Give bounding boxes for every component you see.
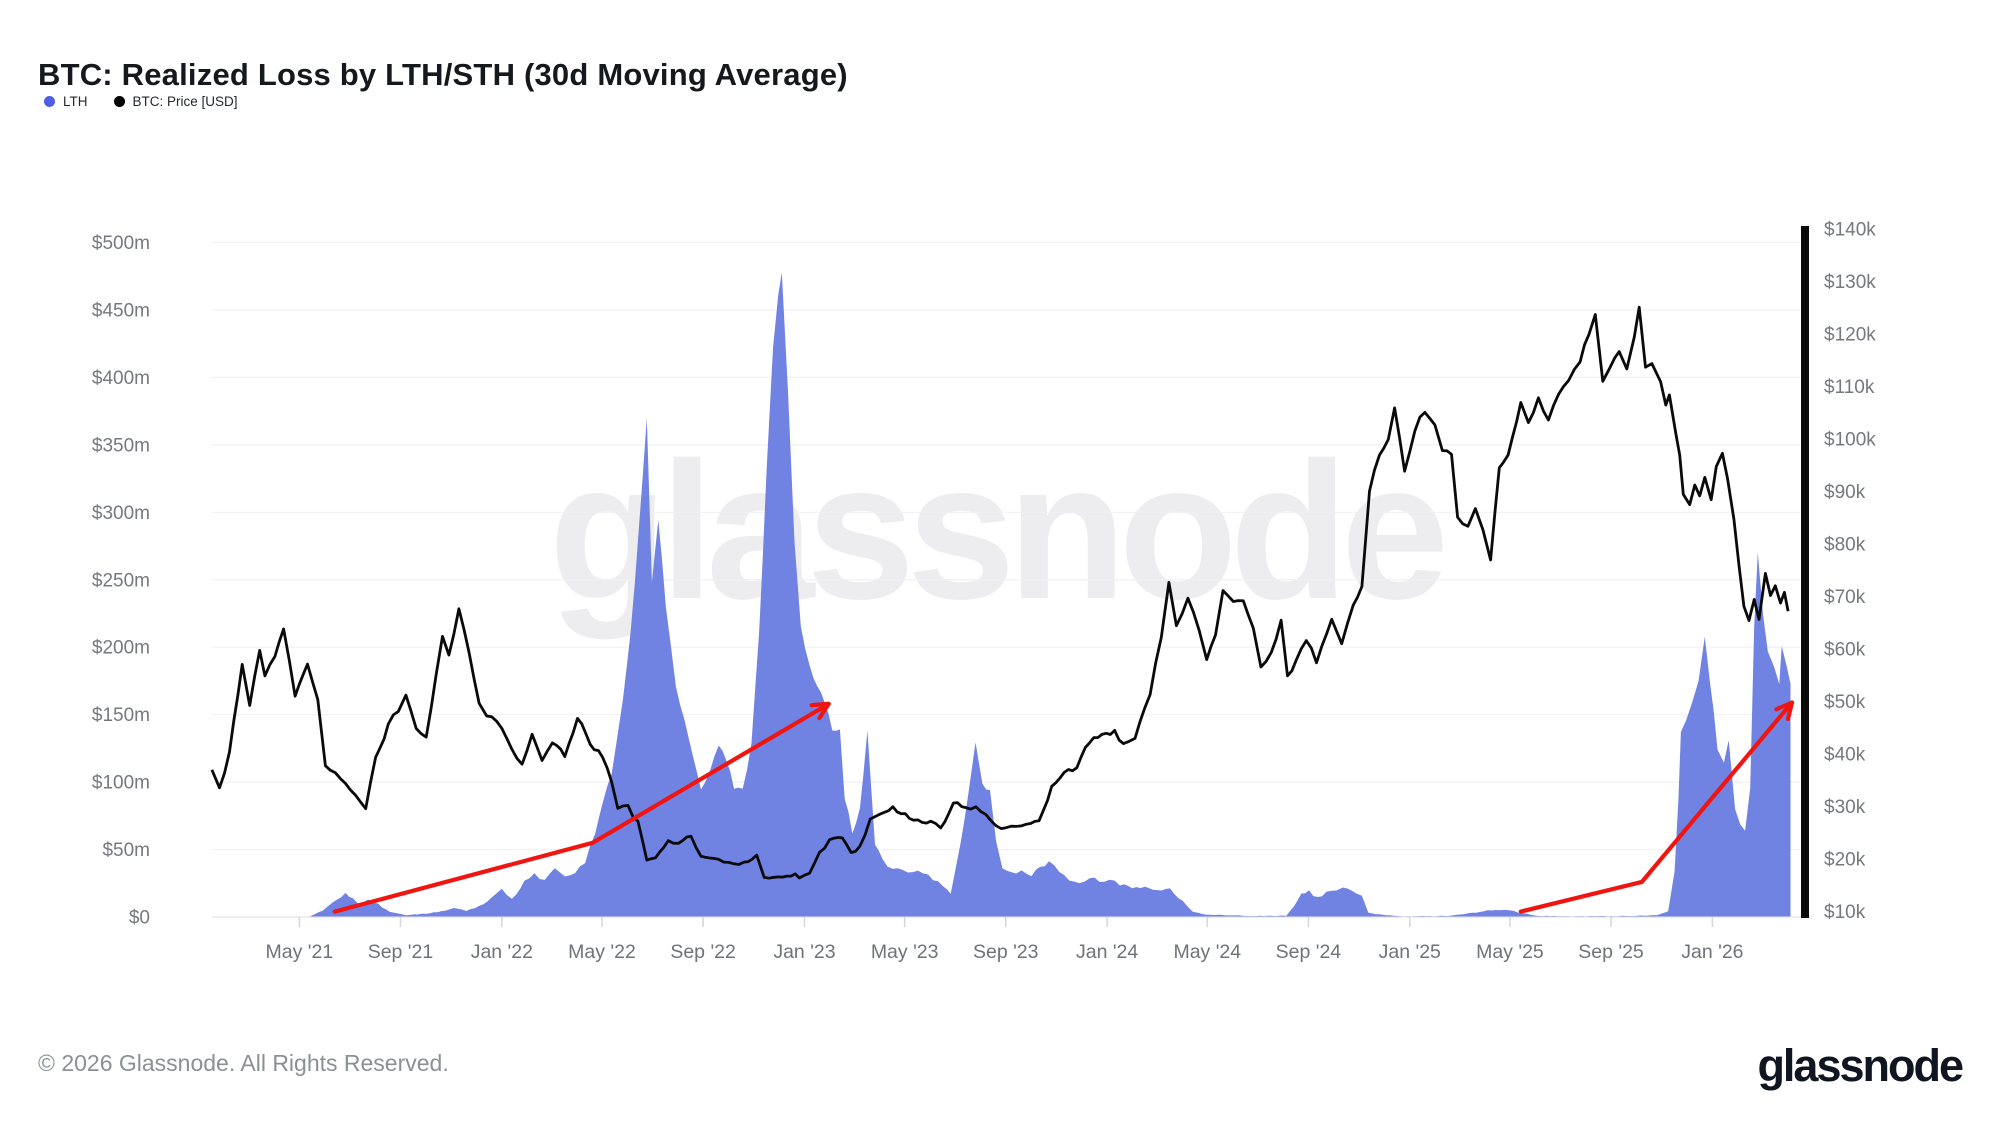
glassnode-logo[interactable]: glassnode	[1757, 1040, 1964, 1091]
y-axis-left-tick-label: $450m	[92, 300, 150, 321]
x-axis-tick-label: May '24	[1173, 941, 1241, 963]
copyright-text: © 2026 Glassnode. All Rights Reserved.	[38, 1050, 449, 1076]
x-axis-tick-label: May '23	[871, 941, 939, 963]
right-axis-bar	[1801, 226, 1809, 918]
y-axis-right-tick-label: $130k	[1824, 272, 1876, 293]
y-axis-left-tick-label: $500m	[92, 233, 150, 254]
annotation-arrowhead-1	[809, 701, 831, 721]
annotation-arrow-2	[1518, 700, 1795, 914]
y-axis-left-tick-label: $0	[129, 908, 150, 929]
y-axis-right-tick-label: $30k	[1824, 797, 1866, 818]
legend-item-btc-price[interactable]: BTC: Price [USD]	[113, 94, 238, 109]
y-axis-left-tick-label: $100m	[92, 773, 150, 794]
watermark-text: glassnode	[549, 422, 1443, 640]
x-axis-tick-label: Jan '26	[1681, 941, 1743, 963]
y-axis-left-tick-label: $350m	[92, 435, 150, 456]
page-title: BTC: Realized Loss by LTH/STH (30d Movin…	[38, 56, 848, 92]
legend-item-lth[interactable]: LTH	[44, 94, 88, 109]
y-axis-left-tick-label: $200m	[92, 638, 150, 659]
y-axis-right-tick-label: $110k	[1824, 377, 1875, 398]
y-axis-left-tick-label: $400m	[92, 368, 150, 389]
x-axis-tick-label: May '25	[1476, 941, 1544, 963]
lth-area-series	[310, 272, 1791, 917]
y-axis-right-tick-label: $80k	[1824, 535, 1866, 556]
x-axis-tick-label: May '21	[266, 941, 334, 963]
y-axis-right-tick-label: $50k	[1824, 692, 1866, 713]
y-axis-right-tick-label: $20k	[1824, 850, 1866, 871]
annotation-arrowhead-2	[1774, 700, 1795, 722]
y-axis-left-tick-label: $250m	[92, 570, 150, 591]
y-axis-right-tick-label: $90k	[1824, 482, 1866, 503]
x-axis-tick-label: Jan '25	[1379, 941, 1441, 963]
x-axis-tick-label: Sep '23	[973, 941, 1039, 963]
y-axis-left-tick-label: $150m	[92, 705, 150, 726]
lth-legend-dot-icon	[44, 96, 55, 107]
annotation-arrow-1	[332, 701, 831, 914]
y-axis-right-tick-label: $140k	[1824, 220, 1876, 241]
x-axis-tick-label: Jan '23	[773, 941, 835, 963]
x-axis-tick-label: Sep '25	[1578, 941, 1644, 963]
y-axis-right-tick-label: $100k	[1824, 430, 1876, 451]
btc-price-legend-dot-icon	[113, 96, 125, 107]
legend: LTH BTC: Price [USD]	[44, 94, 238, 109]
x-axis-tick-label: Jan '22	[471, 941, 533, 963]
y-axis-right-tick-label: $120k	[1824, 325, 1876, 346]
legend-label-btc-price: BTC: Price [USD]	[132, 94, 238, 109]
x-axis-tick-label: Jan '24	[1076, 941, 1138, 963]
btc-price-line-series	[210, 305, 1790, 880]
y-axis-left-tick-label: $50m	[102, 840, 150, 861]
y-axis-left-tick-label: $300m	[92, 503, 150, 524]
x-axis-tick-label: May '22	[568, 941, 636, 963]
x-axis-tick-label: Sep '21	[368, 941, 434, 963]
legend-label-lth: LTH	[63, 94, 88, 109]
y-axis-right-tick-label: $10k	[1824, 902, 1866, 923]
x-axis-tick-label: Sep '22	[670, 941, 736, 963]
x-axis-tick-label: Sep '24	[1276, 941, 1342, 963]
y-axis-right-tick-label: $70k	[1824, 587, 1866, 608]
y-axis-right-tick-label: $40k	[1824, 745, 1866, 766]
y-axis-right-tick-label: $60k	[1824, 640, 1866, 661]
